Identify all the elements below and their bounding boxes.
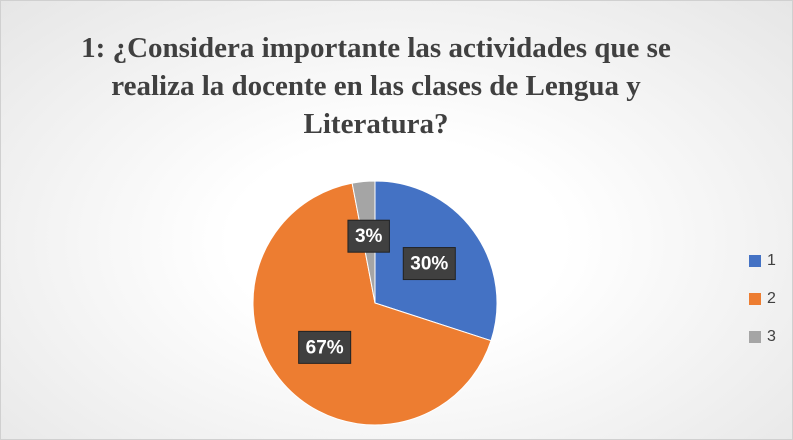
data-label-box [347, 219, 390, 253]
legend-swatch [749, 255, 761, 267]
chart-title: 1: ¿Considera importante las actividades… [81, 32, 671, 140]
data-label: 3% [355, 226, 383, 247]
legend-label: 3 [767, 328, 776, 345]
legend-swatch [749, 331, 761, 343]
pie-slice [252, 182, 492, 426]
legend-label: 1 [767, 252, 776, 269]
data-label: 67% [306, 337, 344, 358]
legend-swatch [749, 293, 761, 305]
data-label-box [298, 330, 352, 364]
data-label-box [402, 247, 456, 281]
legend-label: 2 [767, 290, 776, 307]
data-label: 30% [410, 254, 448, 275]
